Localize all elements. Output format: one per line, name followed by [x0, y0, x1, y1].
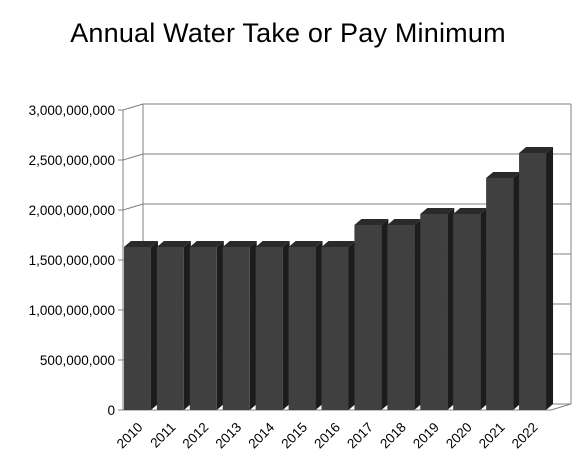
- x-tick-label: 2013: [212, 420, 244, 452]
- bar: [354, 219, 389, 410]
- x-tick-label: 2018: [377, 420, 409, 452]
- bar: [387, 219, 422, 410]
- bar-side: [282, 241, 290, 410]
- bar-front: [255, 247, 283, 410]
- bar-side: [216, 241, 224, 410]
- bar-side: [381, 219, 389, 410]
- bar-top: [321, 241, 356, 247]
- x-tick-labels: 2010 2011 2012 2013 2014 2015 2016 2017 2018 2019…: [114, 419, 541, 451]
- bar-side: [150, 241, 158, 410]
- x-tick-label: 2010: [114, 420, 146, 452]
- bar-top: [123, 241, 158, 247]
- bar-front: [519, 153, 547, 410]
- y-tick-label: 2,500,000,000: [29, 153, 115, 168]
- bar-top: [453, 208, 488, 214]
- x-tick-label: 2016: [311, 420, 343, 452]
- bar: [222, 241, 257, 410]
- bar: [519, 147, 554, 410]
- y-tick-label: 3,000,000,000: [29, 103, 115, 118]
- bar-side: [414, 219, 422, 410]
- bar-front: [354, 225, 382, 410]
- bar-front: [486, 178, 514, 410]
- bar-side: [183, 241, 191, 410]
- bar-side: [348, 241, 356, 410]
- x-tick-label: 2017: [344, 420, 376, 452]
- bar: [288, 241, 323, 410]
- bar: [453, 208, 488, 410]
- bar-top: [156, 241, 191, 247]
- bar-top: [420, 208, 455, 214]
- bar-side: [480, 208, 488, 410]
- bar-front: [420, 214, 448, 410]
- bar-front: [189, 247, 217, 410]
- bar-front: [123, 247, 151, 410]
- bar-top: [189, 241, 224, 247]
- bar: [486, 172, 521, 410]
- bar-top: [288, 241, 323, 247]
- y-tick-label: 1,500,000,000: [29, 253, 115, 268]
- y-tick-labels: 0 500,000,000 1,000,000,000 1,500,000,000 2,…: [29, 103, 115, 418]
- bar: [321, 241, 356, 410]
- bar-side: [513, 172, 521, 410]
- bar: [420, 208, 455, 410]
- bar-top: [222, 241, 257, 247]
- bar: [156, 241, 191, 410]
- bar-side: [546, 147, 554, 410]
- gridline-side: [122, 103, 144, 111]
- x-tick-label: 2020: [443, 420, 475, 452]
- x-tick-label: 2022: [509, 420, 541, 452]
- y-tick-label: 1,000,000,000: [29, 303, 115, 318]
- bar: [123, 241, 158, 410]
- bar-top: [354, 219, 389, 225]
- bar: [255, 241, 290, 410]
- chart-title: Annual Water Take or Pay Minimum: [70, 18, 506, 48]
- x-tick-label: 2011: [147, 420, 178, 451]
- x-tick-label: 2012: [180, 420, 212, 452]
- gridline-side: [122, 203, 144, 211]
- x-tick-label: 2014: [245, 419, 277, 451]
- x-tick-label: 2015: [278, 420, 310, 452]
- bar-side: [249, 241, 257, 410]
- bar-layer: [123, 147, 554, 410]
- bar-top: [519, 147, 554, 153]
- bar-front: [222, 247, 250, 410]
- y-tick-label: 2,000,000,000: [29, 203, 115, 218]
- x-tick-label: 2019: [410, 420, 442, 452]
- bar-top: [486, 172, 521, 178]
- bar-front: [321, 247, 349, 410]
- bar-side: [447, 208, 455, 410]
- y-tick-label: 500,000,000: [40, 353, 115, 368]
- bar-front: [288, 247, 316, 410]
- bar-front: [387, 225, 415, 410]
- bar-top: [387, 219, 422, 225]
- gridline-side: [122, 153, 144, 161]
- bar-front: [453, 214, 481, 410]
- bar-front: [156, 247, 184, 410]
- bar-top: [255, 241, 290, 247]
- x-tick-label: 2021: [476, 420, 508, 452]
- y-tick-label: 0: [107, 403, 115, 418]
- bar: [189, 241, 224, 410]
- bar-side: [315, 241, 323, 410]
